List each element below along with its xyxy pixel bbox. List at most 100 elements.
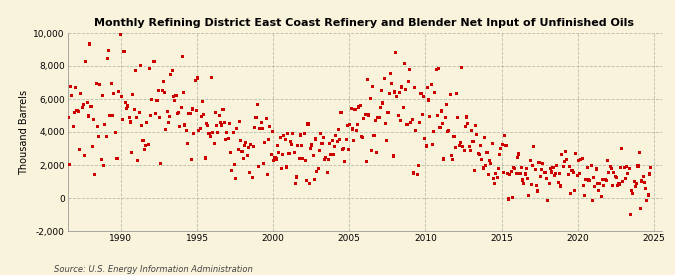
Point: [588, 175, 599, 180]
Point: [377, 101, 388, 105]
Point: [445, 93, 456, 97]
Point: [352, 123, 363, 127]
Point: [88, 117, 99, 122]
Point: [205, 134, 216, 139]
Point: [559, 160, 570, 164]
Point: [163, 121, 173, 125]
Point: [134, 110, 144, 115]
Point: [263, 138, 274, 142]
Point: [481, 150, 492, 154]
Point: [55, 59, 66, 63]
Point: [299, 131, 310, 135]
Point: [406, 121, 416, 125]
Point: [603, 171, 614, 175]
Point: [579, 193, 590, 197]
Point: [376, 88, 387, 92]
Point: [167, 68, 178, 72]
Point: [504, 172, 515, 176]
Point: [301, 178, 312, 182]
Point: [181, 128, 192, 133]
Point: [102, 56, 113, 60]
Point: [256, 120, 267, 125]
Point: [209, 141, 219, 145]
Point: [637, 179, 647, 183]
Point: [234, 119, 245, 124]
Point: [410, 129, 421, 133]
Point: [535, 175, 545, 179]
Point: [373, 115, 383, 120]
Point: [129, 107, 140, 111]
Point: [87, 145, 98, 149]
Point: [238, 156, 248, 161]
Point: [244, 171, 255, 175]
Point: [73, 110, 84, 114]
Point: [402, 122, 412, 127]
Point: [494, 152, 505, 156]
Point: [544, 181, 555, 185]
Point: [425, 114, 435, 119]
Point: [364, 96, 375, 101]
Point: [333, 127, 344, 131]
Point: [587, 199, 598, 203]
Point: [317, 141, 327, 145]
Point: [92, 124, 103, 129]
Point: [216, 123, 227, 127]
Y-axis label: Thousand Barrels: Thousand Barrels: [19, 89, 29, 175]
Point: [277, 153, 288, 157]
Point: [426, 82, 437, 86]
Point: [207, 130, 218, 134]
Point: [589, 185, 600, 189]
Point: [379, 77, 389, 81]
Point: [190, 78, 200, 82]
Point: [57, 107, 68, 111]
Point: [342, 123, 353, 127]
Point: [128, 92, 138, 97]
Point: [475, 143, 486, 148]
Point: [593, 188, 604, 192]
Point: [390, 50, 401, 55]
Point: [314, 148, 325, 153]
Point: [182, 141, 193, 145]
Point: [389, 90, 400, 94]
Point: [253, 164, 264, 169]
Point: [139, 148, 150, 152]
Point: [131, 115, 142, 120]
Point: [612, 183, 623, 188]
Point: [572, 173, 583, 178]
Point: [90, 81, 101, 86]
Point: [130, 68, 141, 73]
Point: [230, 176, 241, 180]
Point: [96, 157, 107, 161]
Point: [57, 119, 68, 123]
Point: [582, 166, 593, 170]
Point: [232, 126, 242, 131]
Point: [197, 99, 208, 103]
Point: [384, 91, 395, 95]
Point: [502, 171, 513, 175]
Point: [439, 116, 450, 120]
Point: [537, 161, 548, 166]
Point: [165, 72, 176, 76]
Point: [556, 184, 566, 188]
Point: [267, 129, 278, 133]
Point: [427, 143, 438, 147]
Point: [510, 166, 520, 170]
Point: [122, 104, 133, 108]
Point: [466, 128, 477, 132]
Point: [625, 213, 636, 217]
Point: [374, 115, 385, 119]
Point: [574, 172, 585, 176]
Point: [107, 113, 118, 117]
Point: [398, 105, 408, 110]
Point: [356, 134, 367, 139]
Point: [292, 143, 303, 147]
Point: [286, 143, 297, 147]
Point: [311, 169, 322, 174]
Point: [580, 178, 591, 182]
Point: [622, 171, 633, 175]
Point: [223, 136, 234, 140]
Point: [78, 102, 89, 106]
Point: [331, 133, 342, 138]
Point: [418, 95, 429, 99]
Point: [632, 164, 643, 168]
